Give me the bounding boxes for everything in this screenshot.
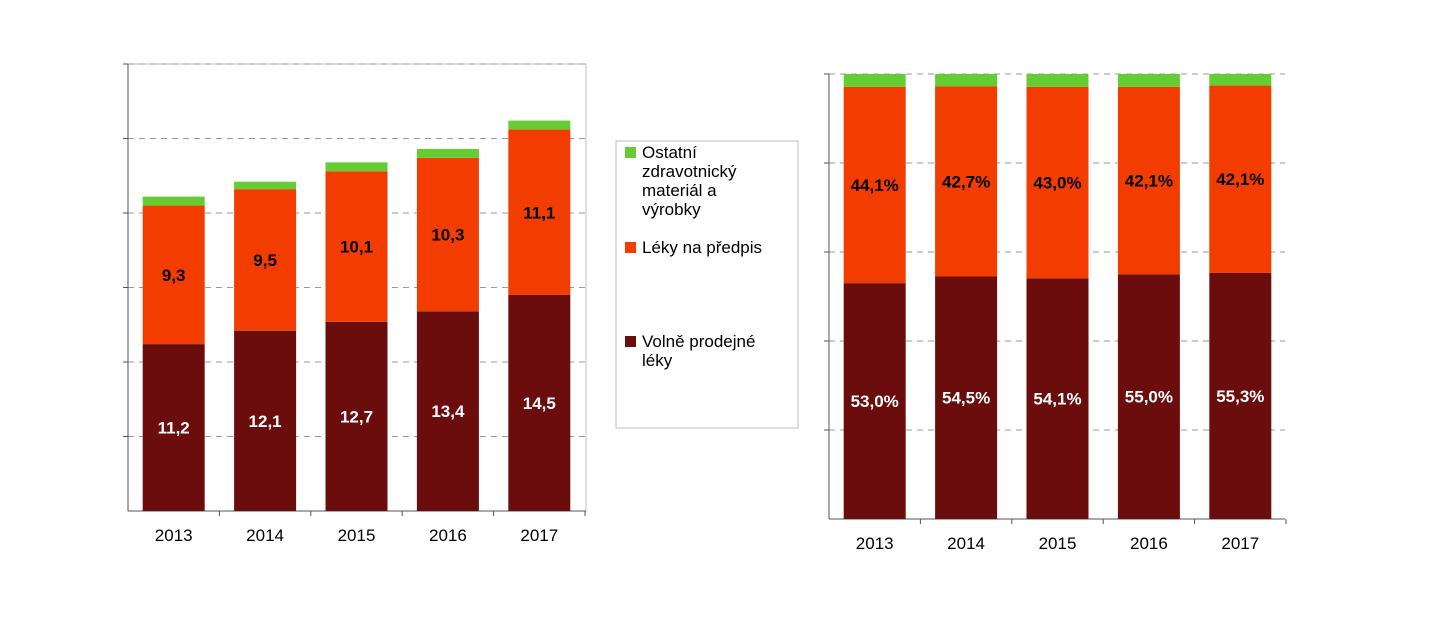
data-label-predpis-2016: 42,1% xyxy=(1125,172,1173,191)
bar-predpis-2015 xyxy=(325,171,388,322)
data-label-volne-2016: 13,4 xyxy=(431,402,465,421)
bar-ostatni-2017 xyxy=(508,120,571,130)
bar-ostatni-2016 xyxy=(416,148,479,158)
x-tick-label-2015: 2015 xyxy=(338,526,376,545)
bar-ostatni-2013 xyxy=(142,196,205,206)
data-label-volne-2014: 12,1 xyxy=(249,412,282,431)
bar-ostatni-2013 xyxy=(843,74,906,87)
bar-volne-2013 xyxy=(142,344,205,511)
bar-predpis-2013 xyxy=(142,205,205,345)
legend-box xyxy=(615,140,799,429)
bar-ostatni-2014 xyxy=(234,181,297,190)
legend-swatch-ostatni xyxy=(625,147,636,158)
data-label-volne-2014: 54,5% xyxy=(942,389,990,408)
x-tick-label-2017: 2017 xyxy=(1221,534,1259,553)
data-label-predpis-2015: 43,0% xyxy=(1033,174,1081,193)
data-label-volne-2017: 14,5 xyxy=(523,394,556,413)
bar-predpis-2015 xyxy=(1026,86,1089,279)
x-tick-label-2016: 2016 xyxy=(1130,534,1168,553)
data-label-predpis-2017: 11,1 xyxy=(523,203,555,222)
bar-ostatni-2014 xyxy=(935,74,998,87)
bar-volne-2014 xyxy=(234,330,297,511)
bar-volne-2015 xyxy=(1026,278,1089,519)
bar-ostatni-2015 xyxy=(1026,74,1089,87)
bar-volne-2016 xyxy=(416,311,479,511)
legend-label-ostatni: Ostatní xyxy=(642,143,697,162)
data-label-volne-2013: 11,2 xyxy=(158,419,190,438)
data-label-volne-2015: 54,1% xyxy=(1033,390,1081,409)
data-label-volne-2016: 55,0% xyxy=(1125,388,1173,407)
x-tick-label-2014: 2014 xyxy=(246,526,284,545)
data-label-predpis-2015: 10,1 xyxy=(340,238,373,257)
data-label-predpis-2014: 42,7% xyxy=(942,172,990,191)
bar-predpis-2013 xyxy=(843,86,906,284)
bar-volne-2017 xyxy=(1209,272,1272,519)
x-tick-label-2015: 2015 xyxy=(1039,534,1077,553)
data-label-volne-2017: 55,3% xyxy=(1216,387,1264,406)
bar-volne-2016 xyxy=(1117,274,1180,519)
bar-predpis-2014 xyxy=(234,189,297,331)
data-label-predpis-2013: 44,1% xyxy=(851,176,899,195)
legend-label-ostatni: materiál a xyxy=(642,181,717,200)
bar-volne-2017 xyxy=(508,294,571,511)
legend-swatch-predpis xyxy=(625,242,636,253)
absolute-stacked-bar-chart: 11,2 9,3 2013 12,1 9,5 2014 12,7 10,1 2015 13,4 10… xyxy=(123,63,587,545)
data-label-predpis-2013: 9,3 xyxy=(162,266,186,285)
bar-ostatni-2017 xyxy=(1209,74,1272,86)
x-tick-label-2017: 2017 xyxy=(520,526,558,545)
data-label-volne-2013: 53,0% xyxy=(851,392,899,411)
bar-predpis-2017 xyxy=(508,129,571,295)
bar-predpis-2017 xyxy=(1209,85,1272,273)
bar-volne-2015 xyxy=(325,321,388,511)
legend-swatch-volne xyxy=(625,336,636,347)
data-label-predpis-2014: 9,5 xyxy=(253,251,277,270)
legend-label-volne: léky xyxy=(642,351,673,370)
bar-volne-2013 xyxy=(843,283,906,519)
bar-predpis-2016 xyxy=(416,157,479,312)
x-tick-label-2014: 2014 xyxy=(947,534,985,553)
data-label-predpis-2017: 42,1% xyxy=(1216,170,1264,189)
x-tick-label-2013: 2013 xyxy=(155,526,193,545)
percent-stacked-bar-chart: 53,0% 44,1% 2013 54,5% 42,7% 2014 54,1% 43,0% 20… xyxy=(824,73,1287,553)
legend-label-predpis: Léky na předpis xyxy=(642,238,762,257)
bar-predpis-2014 xyxy=(935,86,998,277)
bar-volne-2014 xyxy=(935,276,998,519)
data-label-predpis-2016: 10,3 xyxy=(431,226,464,245)
bar-ostatni-2016 xyxy=(1117,74,1180,87)
legend-label-volne: Volně prodejné xyxy=(642,332,755,351)
data-label-volne-2015: 12,7 xyxy=(340,407,373,426)
legend-label-ostatni: výrobky xyxy=(642,200,701,219)
x-tick-label-2013: 2013 xyxy=(856,534,894,553)
x-tick-label-2016: 2016 xyxy=(429,526,467,545)
bar-predpis-2016 xyxy=(1117,86,1180,275)
bar-ostatni-2015 xyxy=(325,162,388,172)
legend-label-ostatni: zdravotnický xyxy=(642,162,737,181)
